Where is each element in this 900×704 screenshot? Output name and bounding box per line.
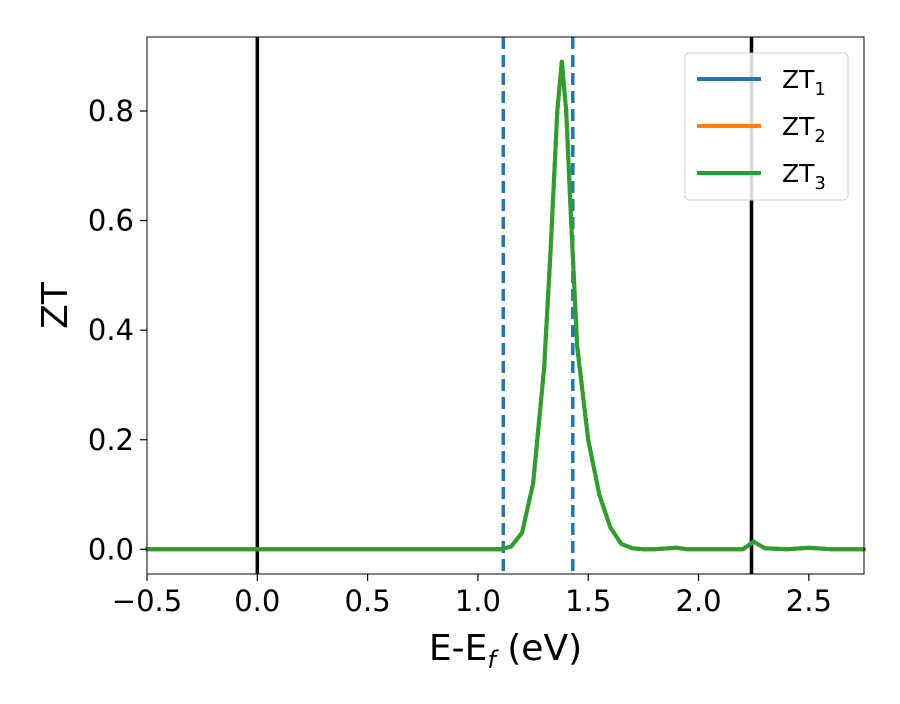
legend-label-2: ZT2 [782, 112, 826, 147]
y-axis-title: ZT [35, 281, 76, 329]
x-axis-title-unit: (eV) [496, 628, 582, 669]
legend-label-subscript: 3 [814, 173, 825, 194]
series-line-3 [145, 59, 866, 552]
y-tick-label: 0.0 [88, 532, 134, 566]
y-tick-label: 0.8 [88, 94, 134, 128]
x-tick-label: −0.5 [112, 584, 182, 618]
x-axis-title: E-Ef (eV) [429, 628, 582, 674]
legend-box [684, 52, 849, 201]
series-lines [145, 59, 866, 552]
x-tick-label: 0.5 [345, 584, 391, 618]
x-tick-label: 1.0 [455, 584, 501, 618]
x-tick-label: 2.5 [786, 584, 832, 618]
legend-label-1: ZT1 [782, 65, 826, 100]
legend-label-subscript: 1 [814, 79, 825, 100]
vertical-reference-lines [255, 37, 754, 574]
axis-ticks: −0.5 0.0 0.5 1.0 1.5 2.0 2.5 0.0 0.2 0.4 0.6 0.8 [88, 94, 832, 618]
y-tick-label: 0.6 [88, 204, 134, 238]
x-axis-title-main: E-E [429, 628, 487, 669]
y-tick-label: 0.2 [88, 423, 134, 457]
legend-label-main: ZT [782, 112, 815, 141]
legend-label-subscript: 2 [814, 126, 825, 147]
x-tick-label: 0.0 [234, 584, 280, 618]
y-tick-label: 0.4 [88, 313, 134, 347]
x-tick-label: 2.0 [675, 584, 721, 618]
legend-label-3: ZT3 [782, 159, 826, 194]
legend-label-main: ZT [782, 159, 815, 188]
legend-label-main: ZT [782, 65, 815, 94]
x-tick-label: 1.5 [565, 584, 611, 618]
plot-frame [146, 36, 865, 575]
